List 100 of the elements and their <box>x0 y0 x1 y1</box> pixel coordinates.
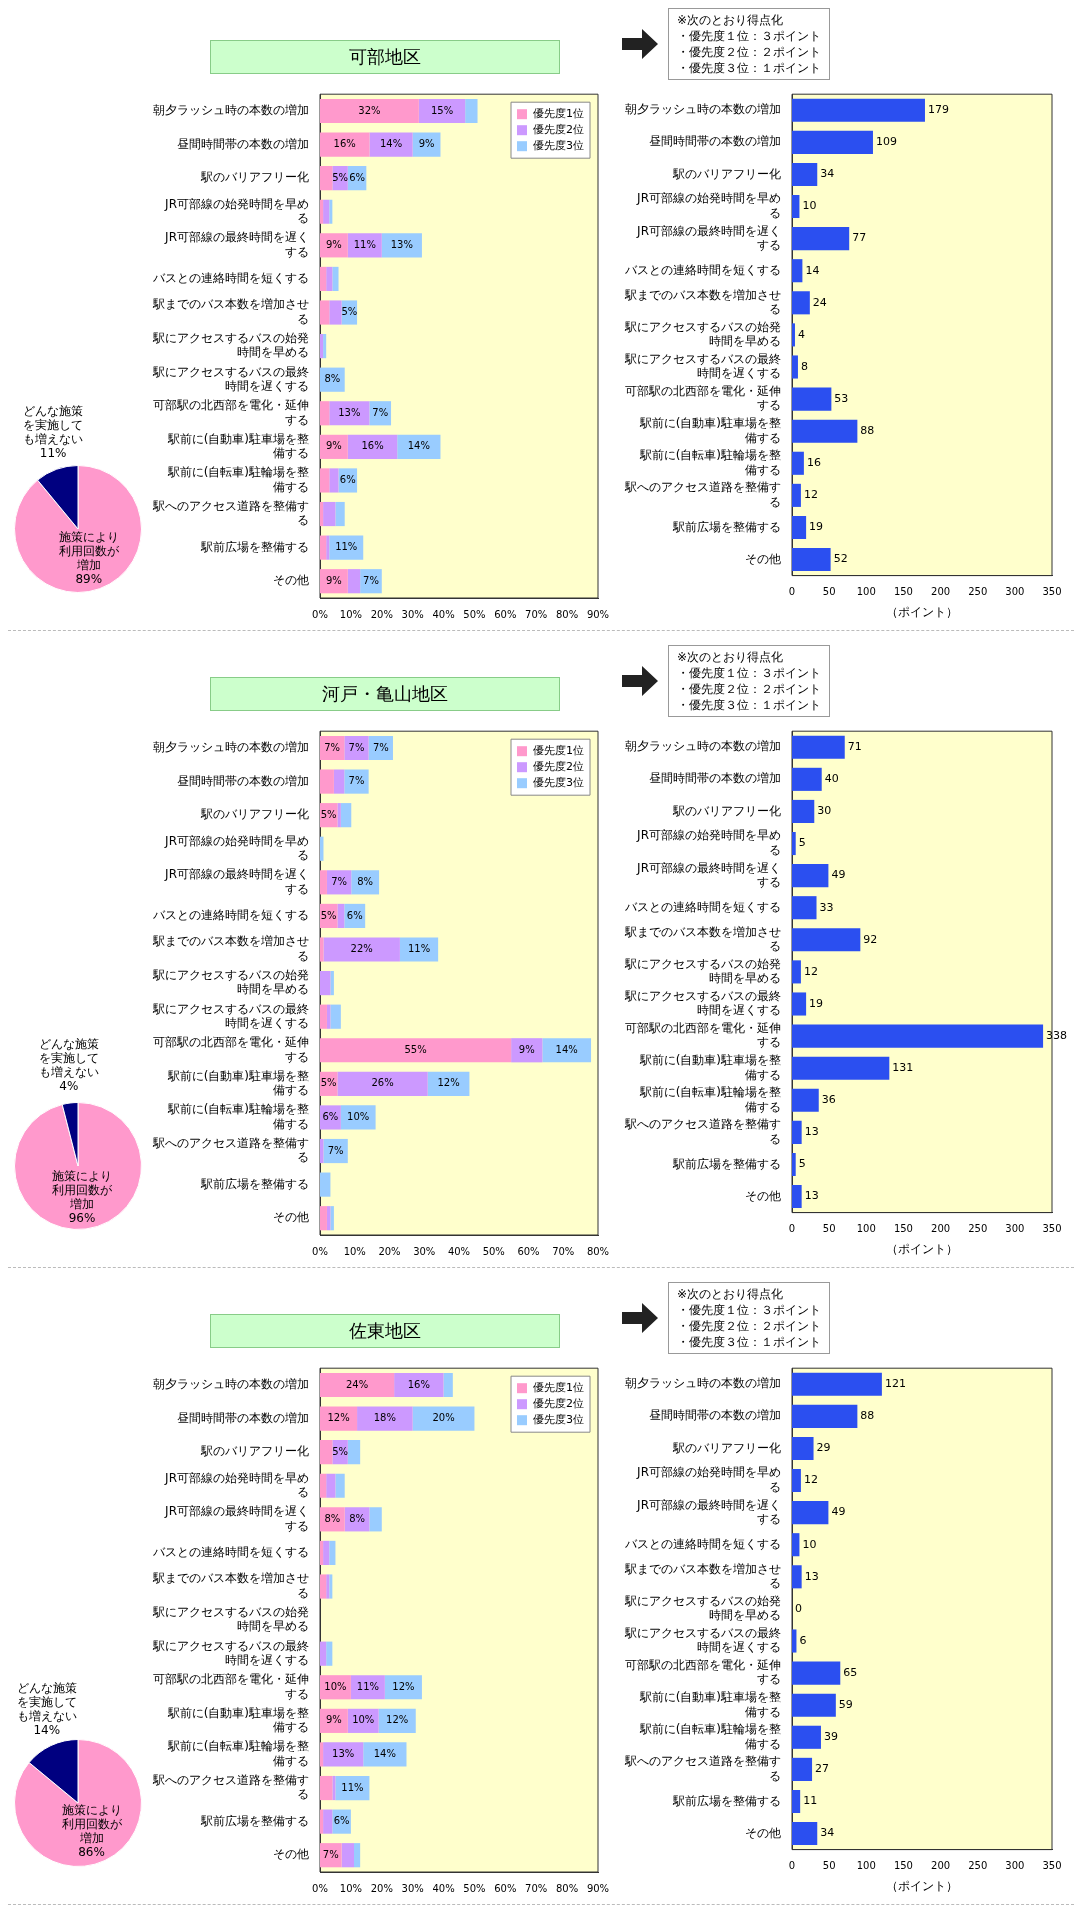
bar <box>320 971 331 996</box>
bar <box>320 1206 327 1231</box>
y-tick-label: 駅前に(自動車)駐車場を整備する <box>166 1068 309 1098</box>
data-label: 5% <box>320 1077 337 1089</box>
y-tick-label: 昼間時間帯の本数の増加 <box>177 773 309 788</box>
y-tick-label: バスとの連絡時間を短くする <box>152 908 309 923</box>
bar <box>792 355 798 379</box>
data-label: 40 <box>824 772 839 786</box>
text: ・優先度１位：３ポイント <box>677 665 821 681</box>
slice-label: 施策により利用回数が増加 <box>51 1168 113 1211</box>
data-label: 55% <box>404 1043 427 1055</box>
data-label: 7% <box>327 1144 344 1156</box>
x-tick-label: 20% <box>370 1882 393 1894</box>
y-tick-label: JR可部線の最終時間を遅くする <box>636 860 781 889</box>
bar <box>792 451 804 475</box>
bar <box>792 162 818 186</box>
slice-label: どんな施策を実施しても増えない <box>23 403 84 446</box>
data-label: 9% <box>325 1714 342 1726</box>
y-tick-label: 駅のバリアフリー化 <box>672 166 781 181</box>
data-label: 9% <box>418 138 435 150</box>
data-label: 14% <box>33 1722 61 1737</box>
y-tick-label: 昼間時間帯の本数の増加 <box>649 771 781 786</box>
x-tick-label: 80% <box>555 1882 579 1894</box>
data-label: 7% <box>324 741 341 753</box>
bar <box>412 1406 475 1431</box>
data-label: 5% <box>332 171 349 183</box>
data-label: 14% <box>555 1043 578 1055</box>
bar <box>330 1206 334 1231</box>
data-label: 4 <box>797 327 805 341</box>
bar <box>335 1473 345 1498</box>
y-tick-label: JR可部線の始発時間を早める <box>636 828 781 857</box>
bar <box>357 1406 413 1431</box>
data-label: 11% <box>356 1680 379 1692</box>
x-tick-label: 20% <box>370 608 393 620</box>
x-tick-label: 100 <box>856 1223 876 1235</box>
x-tick-label: 80% <box>586 1245 610 1257</box>
x-tick-label: 350 <box>1042 586 1062 598</box>
bar <box>323 1540 330 1566</box>
x-tick-label: 50 <box>822 586 836 598</box>
bar <box>329 468 339 493</box>
x-tick-label: 10% <box>339 1882 363 1894</box>
text: ・優先度１位：３ポイント <box>677 28 821 44</box>
bar <box>329 300 342 325</box>
data-label: 65 <box>843 1665 858 1679</box>
legend-label: 優先度1位 <box>533 1381 584 1395</box>
x-tick-label: 350 <box>1042 1223 1062 1235</box>
bar <box>326 1641 333 1666</box>
data-label: 49 <box>831 1505 846 1519</box>
data-label: 121 <box>884 1377 906 1391</box>
data-label: 11% <box>353 238 376 250</box>
bar <box>320 132 370 157</box>
data-label: 16% <box>407 1378 430 1390</box>
text: ・優先度１位：３ポイント <box>677 1302 821 1318</box>
bar <box>344 735 369 761</box>
data-label: 15% <box>430 104 454 116</box>
x-tick-label: 250 <box>968 1860 988 1872</box>
x-tick-label: 0% <box>312 1882 328 1894</box>
data-label: 10 <box>802 199 817 213</box>
data-label: 12 <box>803 488 818 502</box>
text: ・優先度３位：１ポイント <box>677 60 821 76</box>
legend-label: 優先度2位 <box>533 123 584 137</box>
bar <box>792 767 822 791</box>
data-label: 22% <box>350 943 373 955</box>
bar <box>792 1468 801 1493</box>
data-label: 5% <box>341 306 358 318</box>
y-tick-label: 駅前に(自転車)駐輪場を整備する <box>638 448 781 477</box>
bar <box>353 1843 361 1868</box>
data-label: 49 <box>831 868 846 882</box>
data-label: 10 <box>802 1537 817 1551</box>
data-label: 13 <box>804 1125 819 1139</box>
y-tick-label: 可部駅の北西部を電化・延伸する <box>153 398 309 427</box>
bar <box>792 1152 796 1177</box>
bar <box>792 1757 813 1781</box>
data-label: 5% <box>332 1445 349 1457</box>
slice-label: どんな施策を実施しても増えない <box>16 1680 77 1723</box>
x-tick-label: 90% <box>586 1882 610 1894</box>
data-label: 9% <box>325 238 342 250</box>
bar <box>320 468 330 493</box>
bar <box>323 199 330 224</box>
text: ※次のとおり得点化 <box>677 649 785 665</box>
x-tick-label: 70% <box>525 608 548 620</box>
bar <box>323 501 336 527</box>
bar <box>320 401 330 426</box>
bar <box>320 1574 327 1599</box>
bar <box>326 535 330 560</box>
data-label: 6 <box>799 1633 807 1647</box>
y-tick-label: 駅前広場を整備する <box>200 1813 309 1828</box>
data-label: 6% <box>349 171 365 183</box>
y-tick-label: 駅にアクセスするバスの始発時間を早める <box>152 1605 309 1634</box>
bar <box>792 1789 801 1814</box>
data-label: 0 <box>795 1601 802 1615</box>
y-tick-label: 駅までのバス本数を増加させる <box>624 1561 781 1591</box>
data-label: 8% <box>324 1512 341 1524</box>
data-label: 30 <box>817 804 832 818</box>
x-tick-label: 150 <box>893 586 913 598</box>
bar <box>792 483 801 507</box>
text: ・優先度３位：１ポイント <box>677 1334 821 1350</box>
bar <box>792 896 817 920</box>
bar <box>330 1004 341 1029</box>
bar <box>792 960 801 984</box>
